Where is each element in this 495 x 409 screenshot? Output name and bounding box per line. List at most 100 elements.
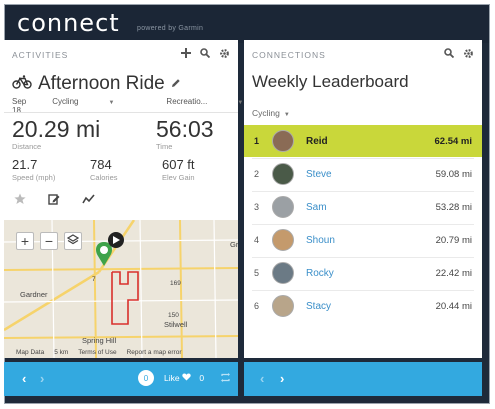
chart-line-icon[interactable] bbox=[82, 192, 95, 210]
activity-title: Afternoon Ride bbox=[38, 73, 165, 94]
activity-type-select[interactable]: Cycling ▼ bbox=[52, 97, 140, 115]
map-label-edge: Gra bbox=[230, 240, 238, 249]
activity-filter-label: Cycling bbox=[252, 108, 280, 118]
calories-value: 784 bbox=[90, 157, 112, 172]
connections-panel-title: CONNECTIONS bbox=[252, 50, 326, 60]
leaderboard-row[interactable]: 5 Rocky 22.42 mi bbox=[244, 257, 482, 289]
map-scale: 5 km bbox=[54, 349, 69, 356]
like-label: Like bbox=[164, 373, 180, 383]
star-icon[interactable] bbox=[14, 192, 26, 210]
leaderboard-name[interactable]: Rocky bbox=[306, 267, 334, 279]
avatar[interactable] bbox=[272, 196, 294, 218]
like-button[interactable]: Like 0 bbox=[164, 373, 204, 383]
map-road-150: 150 bbox=[168, 312, 179, 319]
avatar[interactable] bbox=[272, 295, 294, 317]
leaderboard-distance: 62.54 mi bbox=[434, 135, 473, 147]
divider bbox=[4, 112, 238, 113]
chevron-down-icon: ▼ bbox=[237, 100, 244, 106]
add-icon[interactable] bbox=[180, 46, 192, 60]
leaderboard-rank: 1 bbox=[254, 136, 260, 146]
connections-toolbar bbox=[443, 46, 474, 60]
divider bbox=[252, 191, 474, 192]
map-data-link[interactable]: Map Data bbox=[16, 349, 45, 356]
activity-date: Sep 18 bbox=[12, 97, 27, 115]
leaderboard-name[interactable]: Sam bbox=[306, 201, 327, 213]
zoom-in-button[interactable]: + bbox=[16, 232, 34, 250]
time-value: 56:03 bbox=[156, 116, 214, 142]
divider bbox=[252, 290, 474, 291]
leaderboard-rank: 6 bbox=[254, 301, 260, 311]
leaderboard-row[interactable]: 2 Steve 59.08 mi bbox=[244, 158, 482, 190]
share-icon[interactable] bbox=[220, 372, 231, 384]
avatar[interactable] bbox=[272, 163, 294, 185]
leaderboard-name[interactable]: Reid bbox=[306, 135, 328, 147]
leaderboard-row[interactable]: 3 Sam 53.28 mi bbox=[244, 191, 482, 223]
distance-value: 20.29 mi bbox=[12, 116, 101, 142]
map-footer: Map Data 5 km Terms of Use Report a map … bbox=[16, 349, 236, 356]
connect-logo: connect bbox=[17, 9, 120, 37]
avatar[interactable] bbox=[272, 229, 294, 251]
activities-toolbar bbox=[180, 46, 230, 60]
leaderboard-distance: 20.44 mi bbox=[435, 300, 472, 312]
chevron-down-icon: ▼ bbox=[283, 112, 290, 118]
search-icon[interactable] bbox=[443, 46, 455, 60]
distance-label: Distance bbox=[12, 142, 42, 151]
logo-subtitle: powered by Garmin bbox=[137, 25, 204, 32]
elev-value: 607 ft bbox=[162, 157, 195, 172]
calories-label: Calories bbox=[90, 173, 118, 182]
map-label-gardner: Gardner bbox=[20, 290, 48, 299]
avatar[interactable] bbox=[272, 130, 294, 152]
elev-label: Elev Gain bbox=[162, 173, 195, 182]
event-type-select[interactable]: Recreatio... ▼ bbox=[166, 97, 269, 115]
terms-link[interactable]: Terms of Use bbox=[78, 349, 117, 356]
leaderboard-rank: 3 bbox=[254, 202, 260, 212]
zoom-out-button[interactable]: − bbox=[40, 232, 58, 250]
bicycle-icon bbox=[12, 74, 32, 94]
report-error-link[interactable]: Report a map error bbox=[126, 349, 182, 356]
leaderboard-row[interactable]: 1 Reid 62.54 mi bbox=[244, 125, 482, 157]
activity-type-label: Cycling bbox=[52, 97, 79, 106]
map-road-7: 7 bbox=[92, 276, 96, 283]
next-page-button[interactable]: › bbox=[280, 371, 285, 386]
layers-button[interactable] bbox=[64, 232, 82, 250]
divider bbox=[252, 224, 474, 225]
comments-count[interactable]: 0 bbox=[138, 370, 154, 386]
prev-page-button[interactable]: ‹ bbox=[260, 371, 265, 386]
leaderboard-name[interactable]: Shoun bbox=[306, 234, 335, 246]
activity-map[interactable]: + − Gra 7 169 150 Gardner Stilwell Sprin… bbox=[4, 220, 238, 358]
speed-stat: 21.7 Speed (mph) bbox=[12, 157, 55, 183]
leaderboard-row[interactable]: 6 Stacy 20.44 mi bbox=[244, 290, 482, 322]
activity-meta: Sep 18 Cycling ▼ Recreatio... ▼ bbox=[12, 97, 295, 115]
search-icon[interactable] bbox=[199, 46, 211, 60]
elev-stat: 607 ft Elev Gain bbox=[162, 157, 195, 183]
activity-title-row: Afternoon Ride bbox=[12, 73, 181, 95]
social-actions: 0 Like 0 bbox=[138, 370, 231, 386]
edit-note-icon[interactable] bbox=[48, 192, 60, 210]
time-stat: 56:03 Time bbox=[156, 117, 214, 151]
gear-icon[interactable] bbox=[462, 46, 474, 60]
leaderboard-rank: 5 bbox=[254, 268, 260, 278]
leaderboard-title: Weekly Leaderboard bbox=[252, 72, 409, 91]
map-label-spring-hill: Spring Hill bbox=[82, 336, 117, 345]
gear-icon[interactable] bbox=[218, 46, 230, 60]
prev-activity-button[interactable]: ‹ bbox=[22, 371, 27, 386]
app-header: connect powered by Garmin bbox=[5, 5, 489, 43]
leaderboard-name[interactable]: Stacy bbox=[306, 300, 332, 312]
time-label: Time bbox=[156, 142, 173, 151]
leaderboard-row[interactable]: 4 Shoun 20.79 mi bbox=[244, 224, 482, 256]
connections-panel: CONNECTIONS Weekly Leaderboard Cycling ▼ … bbox=[244, 40, 482, 358]
speed-value: 21.7 bbox=[12, 157, 38, 172]
activities-panel: ACTIVITIES Afternoon Ride Sep 18 Cycling… bbox=[4, 40, 243, 358]
leaderboard-rank: 4 bbox=[254, 235, 260, 245]
activity-filter-select[interactable]: Cycling ▼ bbox=[252, 108, 290, 118]
chevron-down-icon: ▼ bbox=[108, 100, 115, 106]
distance-stat: 20.29 mi Distance bbox=[12, 117, 100, 151]
heart-icon bbox=[182, 373, 193, 383]
divider bbox=[252, 257, 474, 258]
calories-stat: 784 Calories bbox=[90, 157, 118, 183]
avatar[interactable] bbox=[272, 262, 294, 284]
leaderboard-name[interactable]: Steve bbox=[306, 168, 332, 180]
pencil-icon[interactable] bbox=[171, 75, 181, 93]
like-count: 0 bbox=[199, 373, 205, 383]
next-activity-button[interactable]: › bbox=[40, 371, 45, 386]
